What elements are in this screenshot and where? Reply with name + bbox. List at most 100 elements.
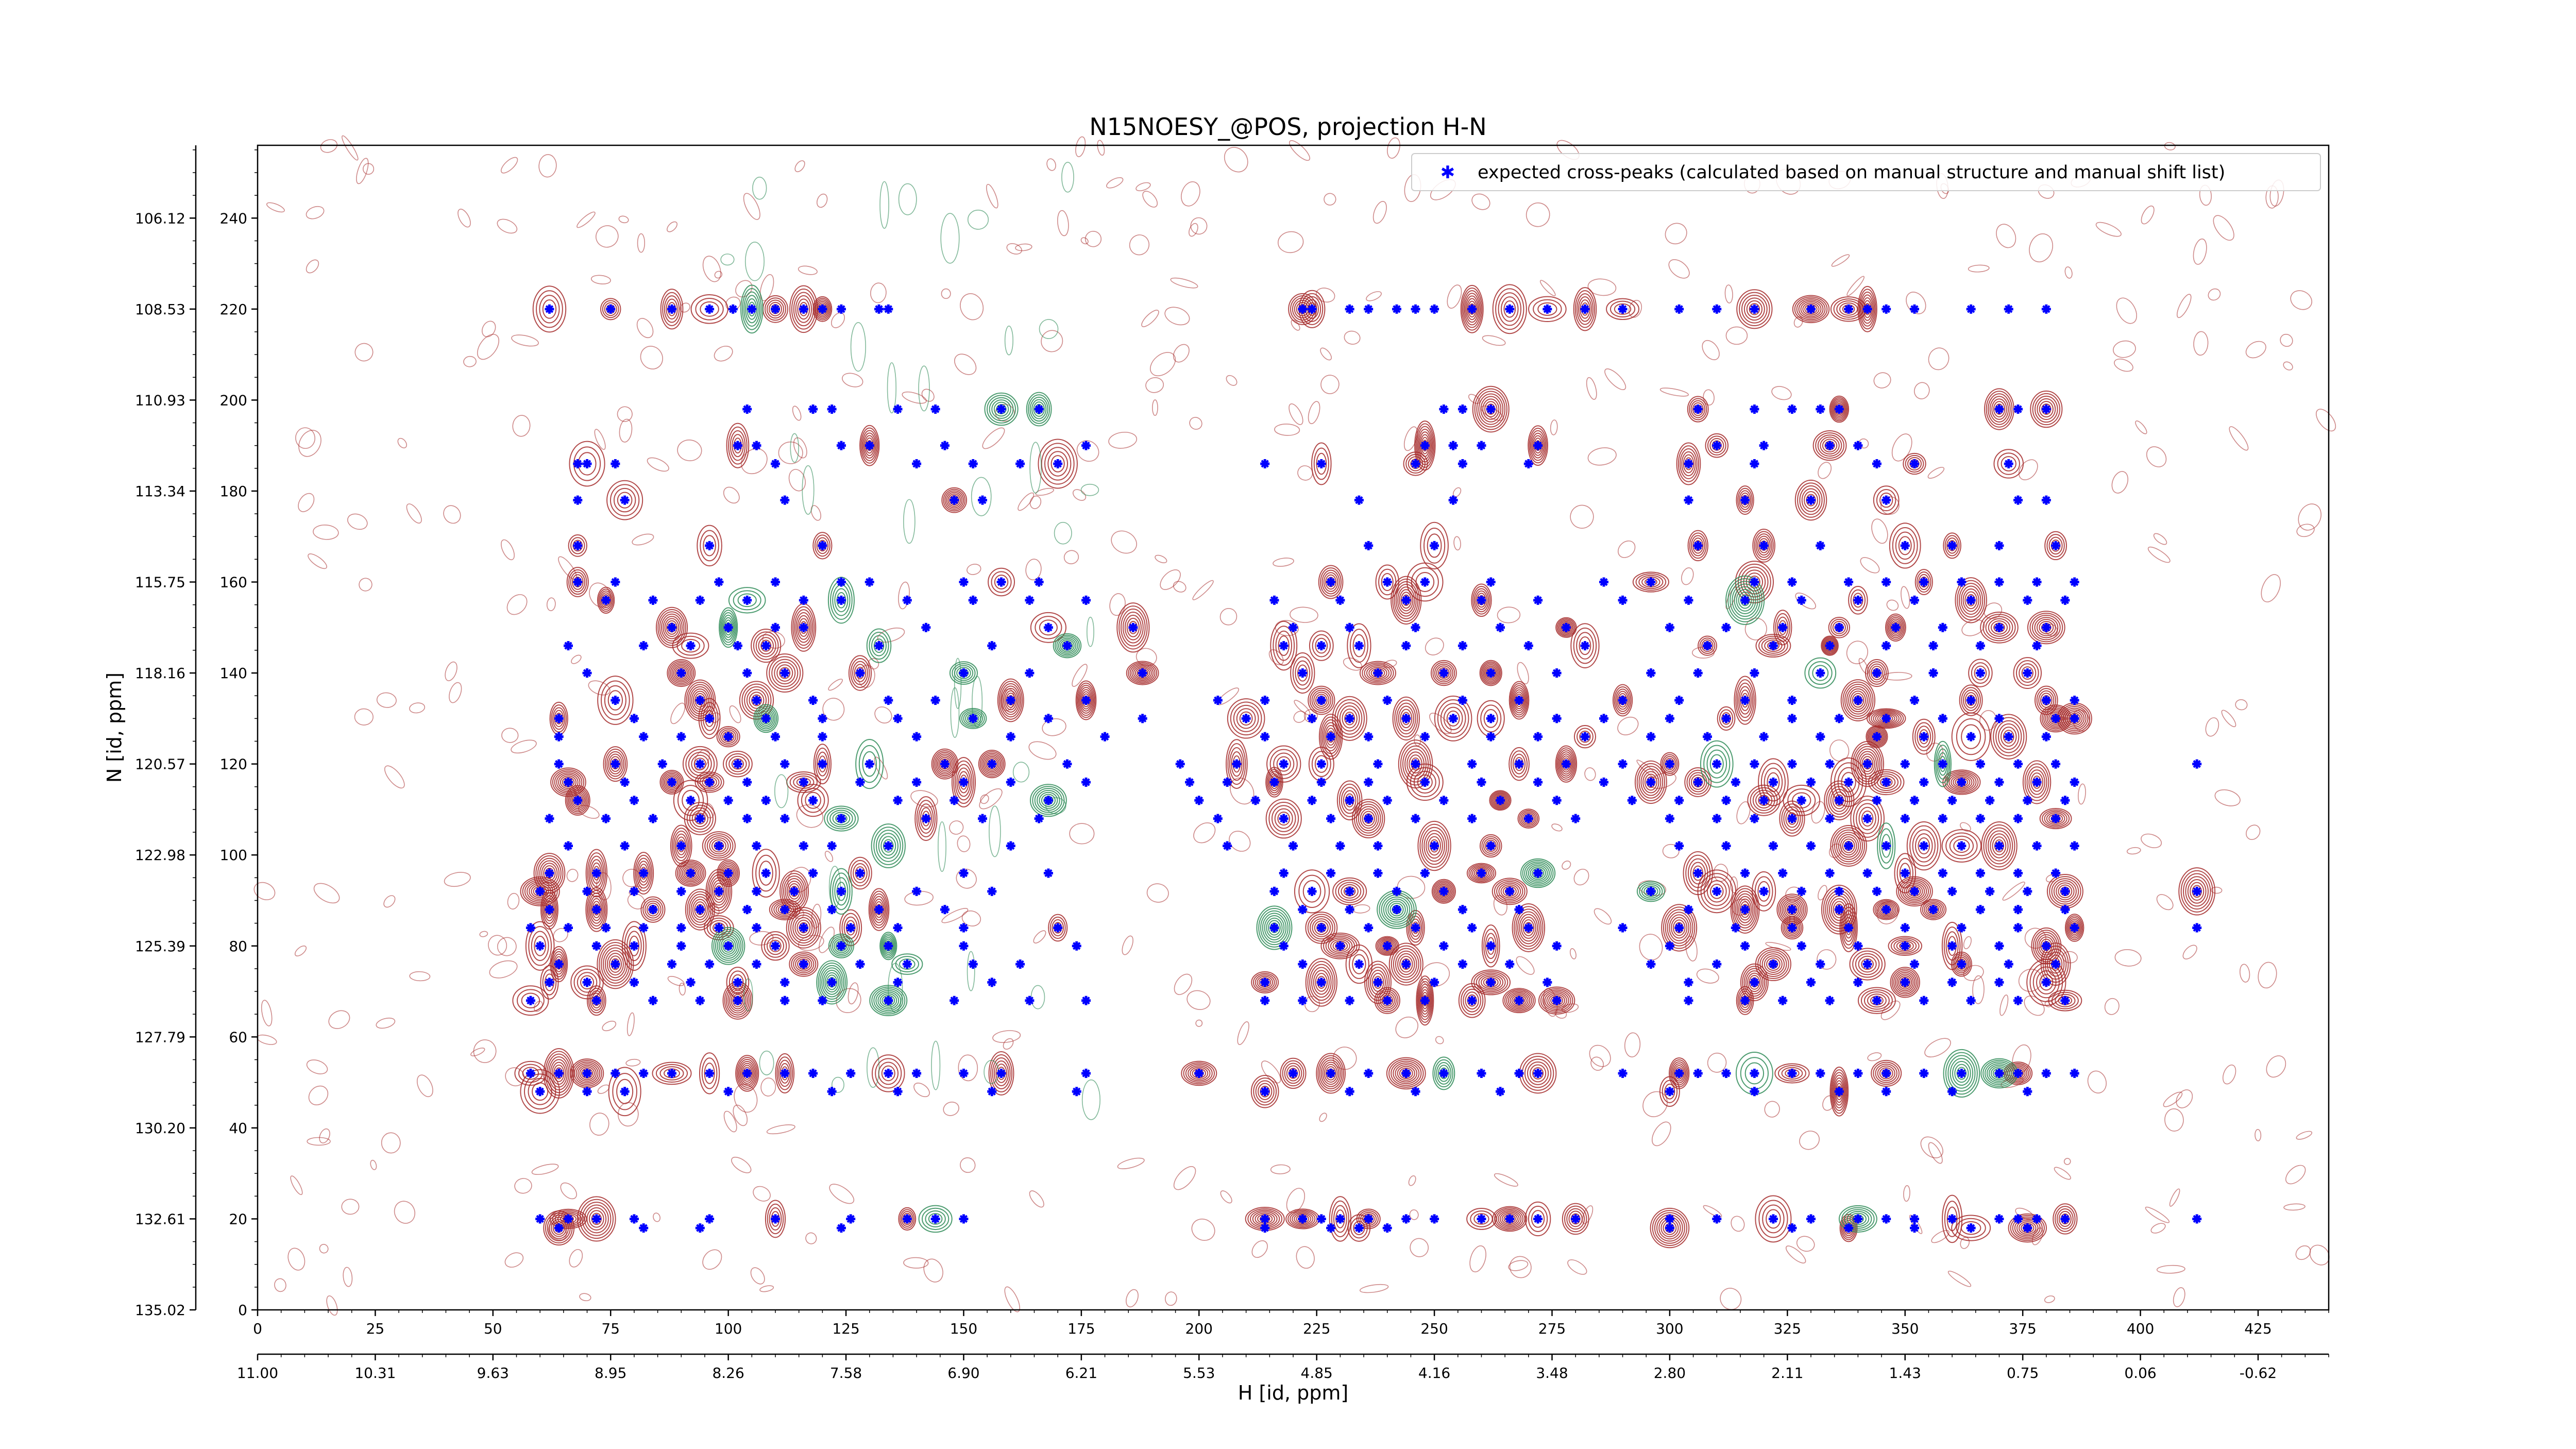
peak-contour	[1958, 583, 1984, 618]
peak-contour	[1853, 799, 1882, 838]
peak-contour	[1895, 531, 1915, 560]
peak-contour	[1359, 661, 1397, 685]
noise-contour-negative	[1054, 521, 1072, 545]
cross-peak-marker	[2013, 405, 2023, 414]
peak-contour	[1946, 537, 1958, 554]
noise-contour	[617, 406, 633, 422]
cross-peak-marker	[2041, 622, 2051, 632]
peak-contour	[1739, 292, 1770, 326]
cross-peak-marker	[1928, 668, 1938, 678]
peak-contour	[2048, 989, 2082, 1012]
cross-peak-marker	[1712, 441, 1722, 450]
peak-contour	[758, 709, 774, 728]
peak-contour	[1250, 1074, 1279, 1108]
peak-contour	[1844, 684, 1872, 717]
peak-contour	[700, 530, 719, 562]
peak-contour	[792, 606, 815, 649]
peak-contour	[1737, 988, 1753, 1013]
peak-contour	[1492, 284, 1527, 334]
peak-contour	[1391, 576, 1422, 625]
peak-contour	[741, 1065, 753, 1082]
peak-contour	[814, 534, 831, 557]
noise-contour	[1696, 968, 1719, 984]
peak-contour	[1953, 838, 1970, 853]
peak-contour	[1314, 920, 1329, 935]
peak-contour	[544, 898, 555, 921]
peak-contour	[1944, 1201, 1960, 1237]
peak-contour	[608, 1067, 641, 1117]
peak-contour	[1830, 397, 1849, 422]
peak-contour	[1311, 967, 1332, 998]
peak-contour	[589, 895, 604, 924]
noise-contour	[2193, 238, 2207, 265]
peak-contour	[1233, 704, 1259, 732]
peak-contour	[1719, 709, 1734, 728]
noise-contour	[473, 1039, 497, 1063]
peak-contour	[1828, 616, 1851, 638]
noise-contour	[2063, 1158, 2071, 1165]
peak-contour	[716, 726, 740, 748]
peak-contour	[691, 810, 708, 828]
peak-contour	[659, 611, 685, 644]
noise-contour	[1447, 284, 1462, 309]
peak-contour	[2062, 707, 2087, 730]
noise-contour	[383, 895, 396, 908]
cross-peak-marker	[1882, 641, 1891, 651]
noise-contour-negative	[879, 181, 889, 229]
noise-contour	[577, 211, 596, 228]
peak-contour	[1394, 699, 1418, 738]
peak-contour	[981, 752, 1003, 776]
peak-contour	[1423, 830, 1445, 862]
peak-contour	[1644, 773, 1657, 791]
peak-contour	[1355, 803, 1381, 834]
peak-contour	[1405, 453, 1426, 474]
peak-contour	[1332, 940, 1348, 952]
cross-peak-marker	[1825, 759, 1835, 769]
cross-peak-marker	[1834, 886, 1844, 896]
noise-contour	[979, 788, 1003, 810]
peak-contour	[1028, 394, 1050, 424]
peak-contour	[769, 939, 782, 952]
peak-contour	[1517, 911, 1540, 945]
peak-contour	[1743, 968, 1766, 997]
peak-contour	[1360, 1211, 1377, 1226]
noise-contour	[2245, 341, 2266, 359]
cross-peak-marker	[827, 841, 837, 851]
peak-contour	[1473, 971, 1509, 994]
peak-contour	[586, 985, 606, 1016]
peak-contour	[1474, 388, 1507, 430]
noise-contour	[1033, 930, 1046, 943]
peak-contour	[1750, 787, 1778, 814]
peak-contour	[1511, 995, 1527, 1007]
cross-peak-marker	[1062, 641, 1072, 651]
peak-contour	[1774, 1063, 1810, 1084]
noise-contour	[1410, 1238, 1429, 1257]
peak-contour	[722, 731, 735, 743]
noise-contour	[294, 945, 307, 956]
peak-contour	[1399, 1067, 1413, 1080]
peak-contour	[1466, 298, 1478, 321]
noise-contour	[1290, 606, 1318, 623]
peak-contour	[586, 1207, 607, 1231]
peak-contour	[873, 898, 885, 921]
peak-contour	[522, 878, 558, 905]
peak-contour	[1029, 396, 1048, 422]
peak-contour	[616, 1079, 634, 1104]
peak-contour	[2026, 766, 2047, 798]
cross-peak-marker	[1486, 668, 1496, 678]
noise-contour	[2087, 1070, 2107, 1093]
noise-contour	[2141, 833, 2162, 848]
peak-contour	[988, 1051, 1014, 1096]
peak-contour	[1383, 896, 1411, 923]
peak-contour	[1983, 824, 2015, 868]
peak-contour	[1680, 448, 1698, 479]
peak-contour	[900, 1209, 915, 1229]
peak-contour	[1000, 683, 1022, 718]
noise-contour	[1409, 1209, 1419, 1220]
cross-peak-marker	[564, 841, 573, 851]
cross-peak-marker	[1910, 696, 1919, 705]
noise-contour	[443, 505, 461, 524]
cross-peak-marker	[1816, 405, 1825, 414]
peak-contour	[1003, 688, 1019, 713]
noise-contour	[1587, 447, 1617, 466]
